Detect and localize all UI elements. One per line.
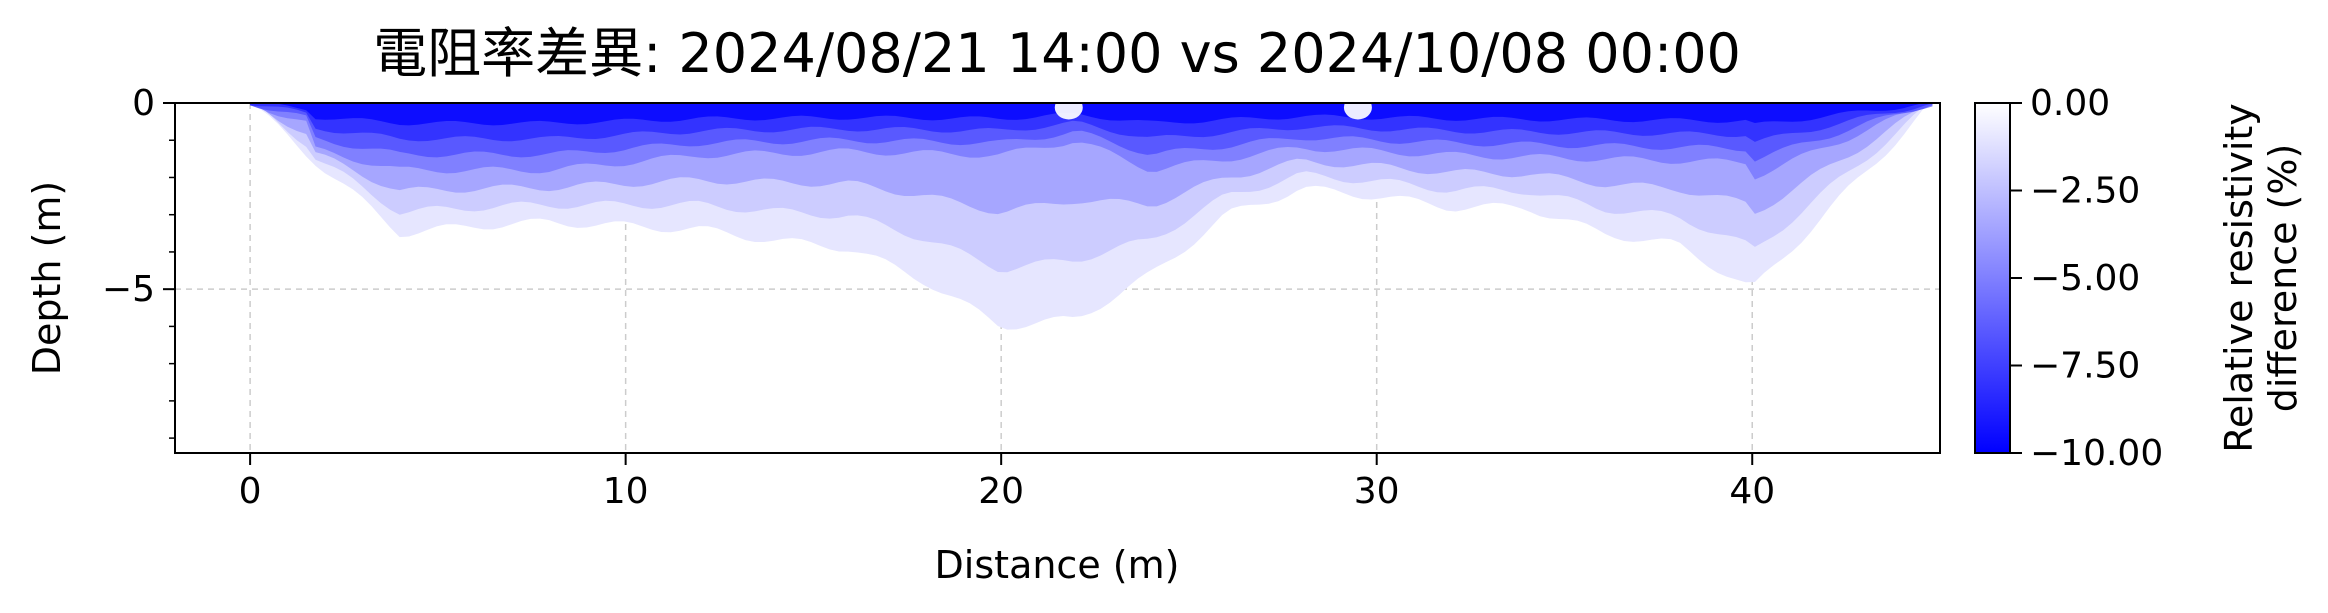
x-axis-label: Distance (m) <box>935 543 1180 587</box>
x-tick-label: 20 <box>978 471 1024 512</box>
colorbar-label-line2: difference (%) <box>2261 144 2305 413</box>
colorbar-tick-label: −2.50 <box>2030 171 2140 212</box>
colorbar-ticks: 0.00 −2.50 −5.00 −7.50 −10.00 <box>2010 83 2163 474</box>
x-axis-ticks: 0 10 20 30 40 <box>239 453 1775 512</box>
x-tick-label: 40 <box>1729 471 1775 512</box>
colorbar-tick-label: −7.50 <box>2030 346 2140 387</box>
contour-band <box>250 103 1933 126</box>
x-tick-label: 0 <box>239 471 262 512</box>
colorbar-tick-label: −10.00 <box>2030 433 2163 474</box>
near-zero-spot <box>1343 103 1372 120</box>
chart-title: 電阻率差異: 2024/08/21 14:00 vs 2024/10/08 00… <box>373 22 1741 85</box>
resistivity-contours <box>250 103 1933 330</box>
colorbar: 0.00 −2.50 −5.00 −7.50 −10.00 Relative resis… <box>1974 83 2305 474</box>
x-tick-label: 10 <box>603 471 649 512</box>
x-tick-label: 30 <box>1354 471 1400 512</box>
colorbar-tick-label: 0.00 <box>2030 83 2110 124</box>
y-tick-label: −5 <box>102 269 155 310</box>
colorbar-tick-label: −5.00 <box>2030 258 2140 299</box>
plot-frame <box>174 102 1941 454</box>
near-zero-spot <box>1054 103 1083 120</box>
y-axis-label: Depth (m) <box>25 181 69 376</box>
colorbar-gradient <box>1975 103 2010 453</box>
colorbar-label-line1: Relative resistivity <box>2217 103 2261 453</box>
y-axis-ticks: 0 −5 <box>102 83 175 439</box>
y-tick-label: 0 <box>132 83 155 124</box>
